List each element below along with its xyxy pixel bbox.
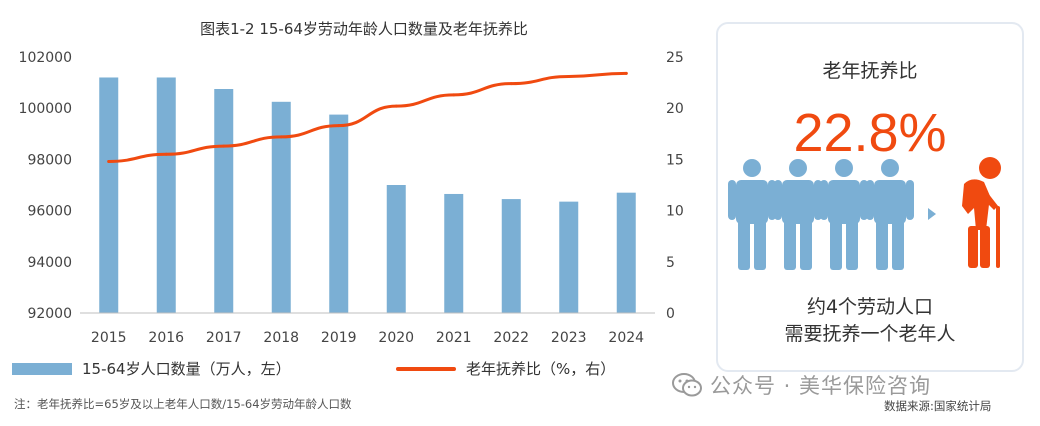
line-point-2020 [394,104,398,108]
worker-icon [728,159,776,270]
line-point-2019 [337,124,341,128]
bar-2015 [99,77,119,313]
right-tick-label: 25 [666,50,684,66]
right-axis: 0 5 10 15 20 25 [666,50,684,322]
worker-icon [866,159,914,270]
right-tick-label: 0 [666,306,675,322]
bar-2024 [616,192,636,313]
x-tick-label: 2020 [378,330,414,346]
bar-2016 [156,77,176,313]
watermark: 公众号 · 美华保险咨询 [672,370,931,400]
x-tick-label: 2017 [206,330,242,346]
legend-line-swatch [396,366,456,371]
people-illustration [728,157,1001,270]
card-desc-line-2: 需要抚养一个老年人 [784,323,956,345]
right-tick-label: 5 [666,255,675,271]
card-title: 老年抚养比 [822,60,918,82]
left-tick-label: 94000 [27,255,72,271]
bar-2019 [329,114,349,313]
footnote: 注：老年抚养比=65岁及以上老年人口数/15-64岁劳动年龄人口数 [14,397,352,411]
left-tick-label: 102000 [19,50,72,66]
right-tick-label: 20 [666,101,684,117]
x-tick-label: 2018 [263,330,299,346]
left-tick-label: 100000 [19,101,72,117]
legend-line: 老年抚养比（%，右） [396,358,615,379]
elderly-person-icon [962,157,1001,268]
line-point-2023 [567,74,571,78]
combo-chart: 图表1-2 15-64岁劳动年龄人口数量及老年抚养比 92000 94000 960… [19,20,684,346]
wechat-icon [672,373,702,397]
bar-2022 [501,199,521,313]
left-tick-label: 98000 [27,152,72,168]
bar-2021 [444,193,464,313]
dependency-ratio-line [107,71,628,163]
data-source: 数据来源:国家统计局 [884,399,992,413]
x-axis-labels: 2015 2016 2017 2018 2019 2020 2021 2022 2023 2024 [91,330,644,346]
card-desc-line-1: 约4个劳动人口 [806,296,934,318]
line-point-2017 [222,144,226,148]
legend-bar-label: 15-64岁人口数量（万人，左） [82,360,291,378]
bar-2023 [559,201,579,313]
left-axis: 92000 94000 96000 98000 100000 102000 [19,50,72,322]
bar-2018 [271,101,291,313]
line-point-2022 [509,82,513,86]
left-tick-label: 92000 [27,306,72,322]
right-tick-label: 15 [666,152,684,168]
line-point-2021 [452,93,456,97]
card-value: 22.8% [793,103,947,163]
line-series [107,71,628,163]
arrow-icon [928,208,936,220]
x-tick-label: 2021 [436,330,472,346]
right-tick-label: 10 [666,204,684,220]
bar-2020 [386,185,406,313]
x-tick-label: 2016 [148,330,184,346]
line-point-2015 [107,159,111,163]
chart-title: 图表1-2 15-64岁劳动年龄人口数量及老年抚养比 [200,20,528,38]
line-point-2018 [279,135,283,139]
bar-series [99,77,636,313]
left-tick-label: 96000 [27,204,72,220]
line-point-2024 [624,71,628,75]
x-tick-label: 2024 [608,330,644,346]
watermark-text: 公众号 · 美华保险咨询 [710,374,932,398]
worker-icon [774,159,822,270]
x-tick-label: 2022 [493,330,529,346]
legend-line-label: 老年抚养比（%，右） [466,360,616,378]
x-tick-label: 2019 [321,330,357,346]
x-tick-label: 2015 [91,330,127,346]
worker-icon [820,159,868,270]
x-tick-label: 2023 [551,330,587,346]
dependency-ratio-card: 老年抚养比 22.8% [716,22,1024,372]
legend-bar: 15-64岁人口数量（万人，左） [12,358,291,379]
bar-2017 [214,89,234,313]
legend-bar-swatch [12,362,72,375]
card-description: 约4个劳动人口 需要抚养一个老年人 [718,294,1022,348]
line-point-2016 [164,152,168,156]
